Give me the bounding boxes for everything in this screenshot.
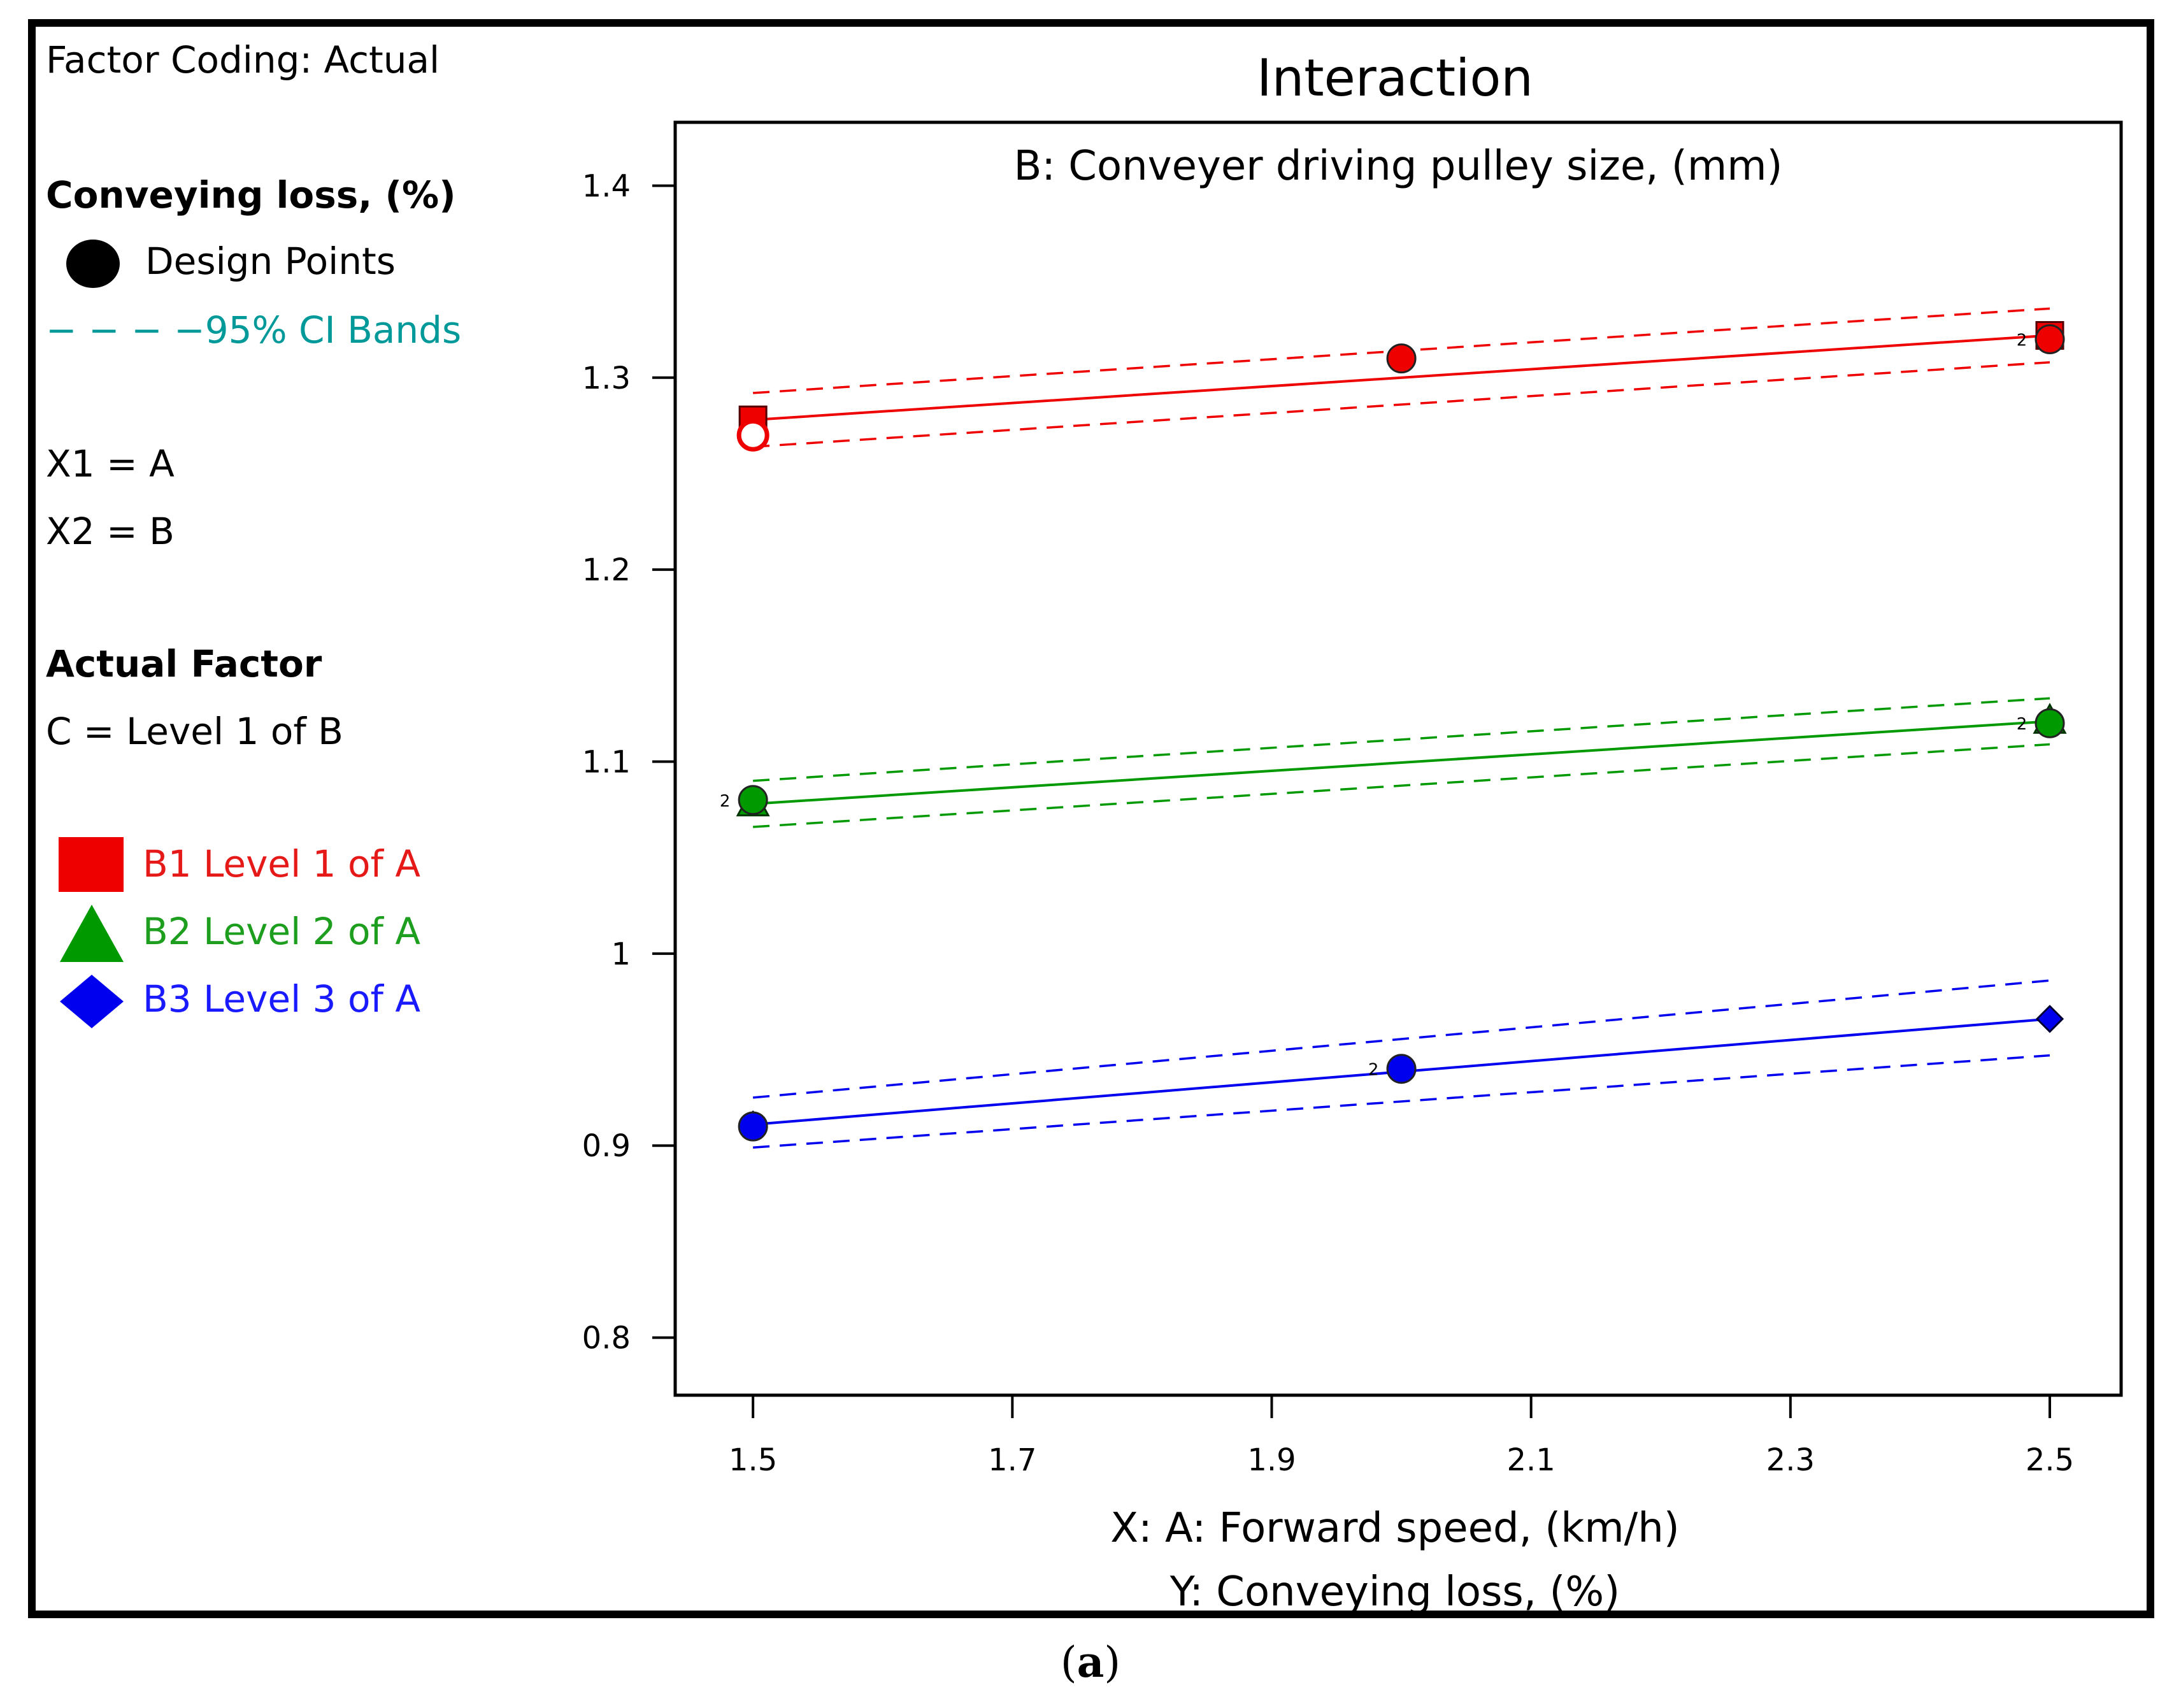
plot-area bbox=[675, 122, 2121, 1395]
y-tick-label: 1.2 bbox=[582, 552, 631, 588]
design-point-count-label: 2 bbox=[2017, 715, 2027, 734]
y-tick-label: 1.4 bbox=[582, 168, 631, 204]
design-point-count-label: 2 bbox=[1368, 1061, 1379, 1080]
caption-close-paren: ) bbox=[1104, 1638, 1120, 1687]
y-axis-label: Y: Conveying loss, (%) bbox=[1169, 1568, 1620, 1616]
ci-lower-band bbox=[753, 744, 2050, 827]
ci-upper-band bbox=[753, 698, 2050, 781]
y-tick-label: 1 bbox=[611, 937, 631, 972]
x-tick-label: 1.9 bbox=[1247, 1442, 1296, 1478]
design-point bbox=[739, 421, 767, 449]
ci-lower-band bbox=[753, 362, 2050, 447]
design-point bbox=[1387, 1055, 1415, 1083]
x-axis-label: X: A: Forward speed, (km/h) bbox=[1110, 1505, 1680, 1552]
x-tick-label: 2.1 bbox=[1507, 1442, 1555, 1478]
y-tick-label: 0.8 bbox=[582, 1321, 631, 1356]
design-point bbox=[739, 1112, 767, 1140]
series-line bbox=[753, 721, 2050, 804]
y-tick-label: 1.3 bbox=[582, 361, 631, 396]
x-tick-label: 1.7 bbox=[988, 1442, 1036, 1478]
series-end-marker bbox=[2037, 1006, 2063, 1031]
y-tick-label: 1.1 bbox=[582, 745, 631, 780]
design-point bbox=[2036, 709, 2064, 737]
design-point bbox=[739, 786, 767, 814]
design-point bbox=[2036, 326, 2064, 354]
chart-subtitle: B: Conveyer driving pulley size, (mm) bbox=[1013, 143, 1782, 190]
design-point bbox=[1387, 345, 1415, 373]
chart-title: Interaction bbox=[1257, 48, 1533, 108]
figure-caption: (a) bbox=[0, 1637, 2181, 1687]
design-point-count-label: 2 bbox=[2017, 331, 2027, 350]
y-tick-label: 0.9 bbox=[582, 1128, 631, 1164]
x-tick-label: 2.3 bbox=[1766, 1442, 1815, 1478]
interaction-chart: Interaction B: Conveyer driving pulley s… bbox=[0, 0, 2181, 1708]
caption-letter: a bbox=[1077, 1637, 1105, 1687]
design-point-count-label: 2 bbox=[720, 792, 731, 811]
x-tick-label: 2.5 bbox=[2026, 1442, 2074, 1478]
x-tick-label: 1.5 bbox=[729, 1442, 777, 1478]
caption-open-paren: ( bbox=[1061, 1638, 1077, 1687]
